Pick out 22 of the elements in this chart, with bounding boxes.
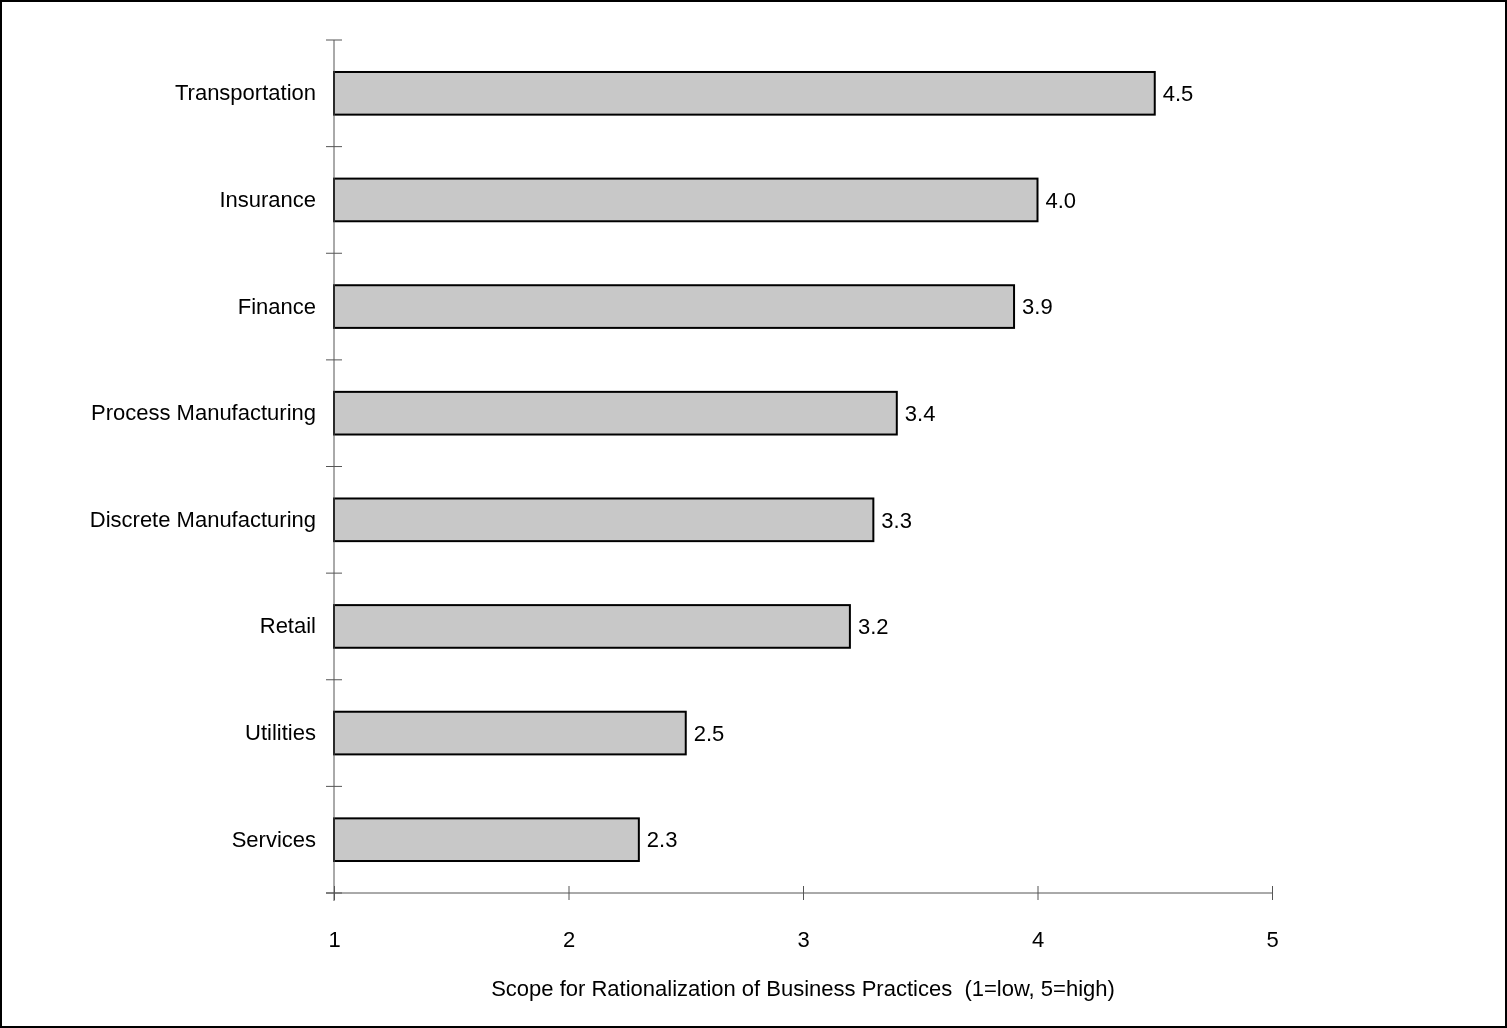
- data-label: 3.2: [857, 614, 889, 640]
- data-label: 4.5: [1162, 81, 1194, 107]
- data-label: 3.3: [881, 507, 912, 533]
- y-tick-label: Transportation: [174, 80, 316, 106]
- data-label: 2.3: [646, 827, 678, 853]
- x-tick-label: 1: [328, 926, 341, 952]
- x-tick-label: 3: [797, 926, 810, 952]
- y-tick-label: Retail: [259, 613, 316, 639]
- x-tick-label: 5: [1266, 926, 1279, 952]
- data-label: 4.0: [1045, 187, 1077, 213]
- y-tick-label: Discrete Manufacturing: [89, 506, 316, 532]
- y-tick-label: Process Manufacturing: [91, 400, 316, 426]
- x-tick-label: 2: [562, 926, 576, 952]
- y-tick-label: Utilities: [245, 720, 316, 746]
- data-label: 3.4: [904, 400, 936, 426]
- x-axis-title: Scope for Rationalization of Business Practices (1=low, 5=high): [491, 976, 1115, 1001]
- x-tick-label: 4: [1031, 926, 1045, 952]
- y-tick-label: Insurance: [219, 186, 316, 212]
- y-tick-label: Finance: [237, 293, 316, 319]
- y-tick-label: Services: [231, 826, 316, 852]
- data-label: 3.9: [1022, 294, 1053, 320]
- data-label: 2.5: [693, 720, 725, 746]
